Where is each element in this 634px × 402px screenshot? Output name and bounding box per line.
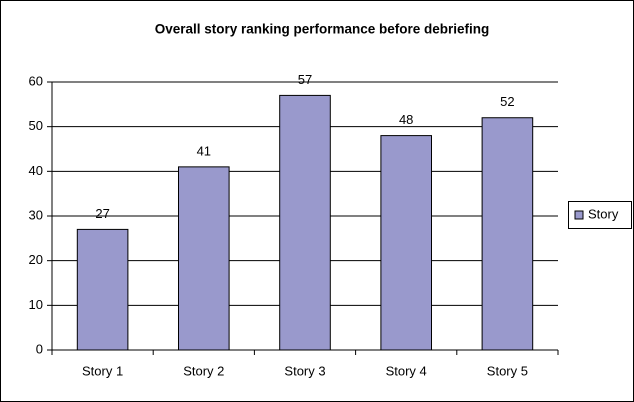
data-label: 57 [298,72,312,87]
bar [76,228,129,351]
x-tick-label: Story 5 [487,363,528,378]
bar [178,166,230,351]
legend-swatch [574,210,584,220]
x-tick-label: Story 3 [284,363,325,378]
y-tick-label: 10 [29,297,43,312]
bar [380,135,432,351]
y-tick-label: 20 [29,252,43,267]
y-tick-label: 30 [29,207,43,222]
data-label: 41 [197,143,211,158]
chart-title: Overall story ranking performance before… [155,22,490,37]
data-label: 27 [95,206,109,221]
bar [279,94,331,351]
data-label: 48 [399,112,413,127]
x-tick-label: Story 1 [82,363,123,378]
y-tick-label: 40 [29,163,43,178]
y-tick-label: 60 [29,73,43,88]
bar [481,117,534,351]
x-tick-label: Story 2 [183,363,224,378]
data-label: 52 [500,94,514,109]
y-tick-label: 50 [29,118,43,133]
legend-label: Story [588,206,619,221]
y-tick-label: 0 [36,341,43,356]
x-tick-label: Story 4 [386,363,427,378]
